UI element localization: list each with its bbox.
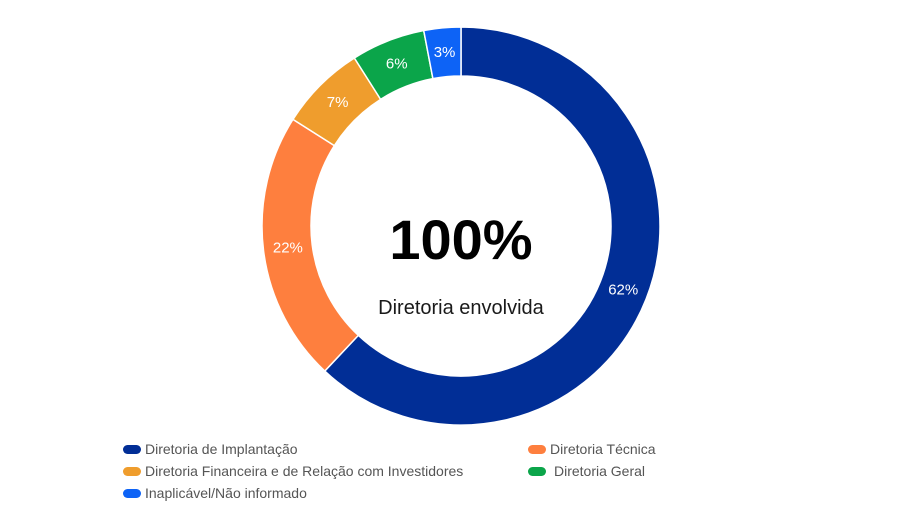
legend-label: Diretoria Geral [554, 463, 646, 479]
legend-label: Diretoria de Implantação [145, 441, 298, 457]
donut-slice[interactable] [323, 26, 661, 426]
legend-swatch [123, 488, 141, 498]
legend-item-inaplicavel-nao-informado[interactable]: Inaplicável/Não informado [123, 485, 307, 501]
slice-value-label: 3% [434, 44, 456, 61]
legend-item-diretoria-financeira[interactable]: Diretoria Financeira e de Relação com In… [123, 463, 463, 479]
slice-value-label: 62% [608, 282, 638, 299]
legend-label: Diretoria Técnica [550, 441, 656, 457]
center-caption: Diretoria envolvida [378, 297, 544, 319]
legend-item-diretoria-tecnica[interactable]: Diretoria Técnica [528, 441, 656, 457]
legend-swatch [528, 444, 546, 454]
legend-label: Inaplicável/Não informado [145, 485, 307, 501]
legend-swatch [528, 466, 546, 476]
slice-value-label: 22% [273, 239, 303, 256]
donut-slice[interactable] [422, 26, 462, 80]
center-total-value: 100% [389, 208, 533, 271]
legend-item-diretoria-de-implantacao[interactable]: Diretoria de Implantação [123, 441, 298, 457]
legend-swatch [123, 444, 141, 454]
slice-value-label: 7% [327, 94, 349, 111]
slice-value-label: 6% [386, 55, 408, 72]
legend-item-diretoria-geral[interactable]: Diretoria Geral [528, 463, 645, 479]
legend-label: Diretoria Financeira e de Relação com In… [145, 463, 464, 479]
legend-swatch [123, 466, 141, 476]
